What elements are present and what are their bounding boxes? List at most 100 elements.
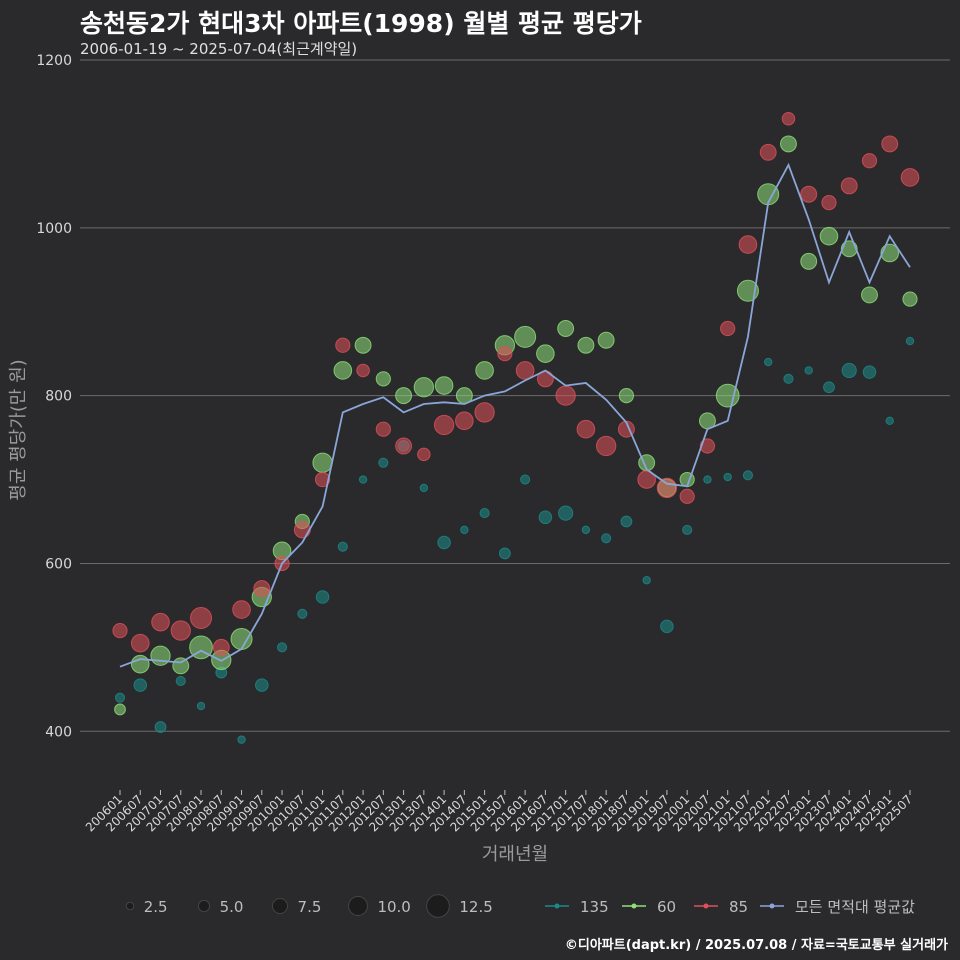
data-point-85	[840, 177, 858, 195]
data-point-60	[114, 703, 126, 716]
source-caption: ©디아파트(dapt.kr) / 2025.07.08 / 자료=국토교통부 실…	[564, 938, 948, 953]
data-point-85	[253, 580, 271, 598]
data-point-135	[885, 416, 894, 426]
data-point-60	[333, 361, 353, 380]
data-point-60	[354, 336, 372, 354]
data-point-135	[905, 336, 915, 346]
data-point-85	[112, 622, 128, 639]
data-point-135	[255, 678, 269, 692]
data-point-85	[151, 612, 170, 632]
data-point-85	[576, 419, 596, 439]
data-point-85	[474, 402, 495, 423]
legend-series-marker	[703, 903, 709, 909]
data-point-85	[190, 606, 213, 629]
data-point-60	[715, 383, 740, 408]
data-point-85	[335, 337, 351, 353]
legend-series-marker	[554, 903, 560, 909]
data-point-85	[515, 361, 535, 380]
data-point-135	[823, 381, 835, 394]
data-point-85	[375, 421, 391, 437]
data-point-85	[455, 411, 474, 431]
data-point-135	[419, 483, 429, 493]
data-point-60	[150, 645, 171, 666]
data-point-85	[861, 153, 878, 169]
data-point-135	[804, 366, 813, 375]
data-point-135	[783, 373, 794, 384]
data-point-135	[538, 510, 553, 525]
data-point-85	[417, 447, 431, 462]
legend-size-marker	[271, 897, 289, 915]
legend-series-label: 85	[729, 898, 748, 916]
data-point-60	[577, 336, 595, 354]
legend-series-marker	[631, 903, 637, 909]
data-point-135	[581, 525, 591, 535]
data-point-135	[703, 475, 712, 484]
legend-size-label: 5.0	[220, 898, 244, 916]
data-point-85	[356, 363, 370, 378]
data-point-60	[557, 320, 575, 337]
legend-series-label: 135	[580, 898, 609, 916]
data-point-135	[175, 675, 186, 686]
data-point-60	[861, 286, 878, 304]
legend-size-marker	[348, 896, 368, 916]
data-point-60	[880, 243, 900, 263]
data-point-135	[764, 357, 773, 367]
y-tick-label: 1200	[36, 53, 72, 69]
data-point-60	[230, 627, 253, 650]
data-point-135	[315, 590, 330, 604]
data-point-135	[479, 508, 490, 519]
data-point-135	[620, 515, 633, 528]
data-point-60	[375, 371, 391, 387]
data-point-85	[170, 620, 191, 641]
data-point-135	[841, 362, 857, 379]
data-point-135	[358, 475, 368, 484]
data-point-135	[498, 547, 511, 560]
data-point-135	[460, 525, 469, 535]
data-point-60	[395, 387, 413, 405]
data-point-135	[642, 576, 651, 585]
data-point-85	[293, 521, 311, 539]
data-point-135	[742, 470, 753, 481]
data-point-135	[133, 678, 148, 692]
data-point-85	[130, 633, 150, 653]
data-point-85	[900, 168, 920, 187]
data-point-85	[781, 111, 796, 126]
data-point-60	[840, 240, 858, 258]
data-point-85	[881, 135, 899, 153]
data-point-85	[679, 488, 695, 504]
y-tick-label: 800	[45, 389, 72, 405]
data-point-135	[297, 608, 308, 619]
data-point-85	[656, 477, 678, 499]
data-point-60	[800, 252, 818, 270]
data-point-135	[154, 721, 167, 733]
data-point-60	[536, 344, 555, 363]
data-point-135	[682, 524, 693, 535]
data-point-135	[378, 457, 389, 468]
y-tick-label: 400	[45, 724, 72, 740]
data-point-135	[437, 535, 451, 550]
data-point-60	[413, 377, 434, 398]
legend-series-marker	[769, 903, 775, 909]
x-axis-label: 거래년월	[482, 844, 548, 865]
legend-size-label: 2.5	[144, 898, 168, 916]
data-point-60	[902, 291, 918, 307]
data-point-135	[196, 701, 206, 711]
data-point-85	[555, 385, 576, 406]
legend-series-label: 모든 면적대 평균값	[795, 898, 915, 916]
data-point-135	[660, 619, 674, 634]
data-point-60	[312, 452, 333, 473]
y-tick-label: 1000	[36, 221, 72, 237]
y-axis-label: 평균 평당가(만 원)	[8, 359, 29, 500]
data-point-60	[819, 226, 839, 246]
data-point-85	[720, 320, 736, 337]
data-point-60	[514, 325, 537, 348]
data-point-135	[601, 533, 612, 544]
data-point-60	[130, 654, 150, 674]
data-point-85	[738, 235, 758, 254]
data-point-135	[862, 365, 877, 379]
data-point-135	[277, 642, 288, 653]
data-point-60	[475, 361, 494, 380]
data-point-85	[759, 143, 777, 161]
